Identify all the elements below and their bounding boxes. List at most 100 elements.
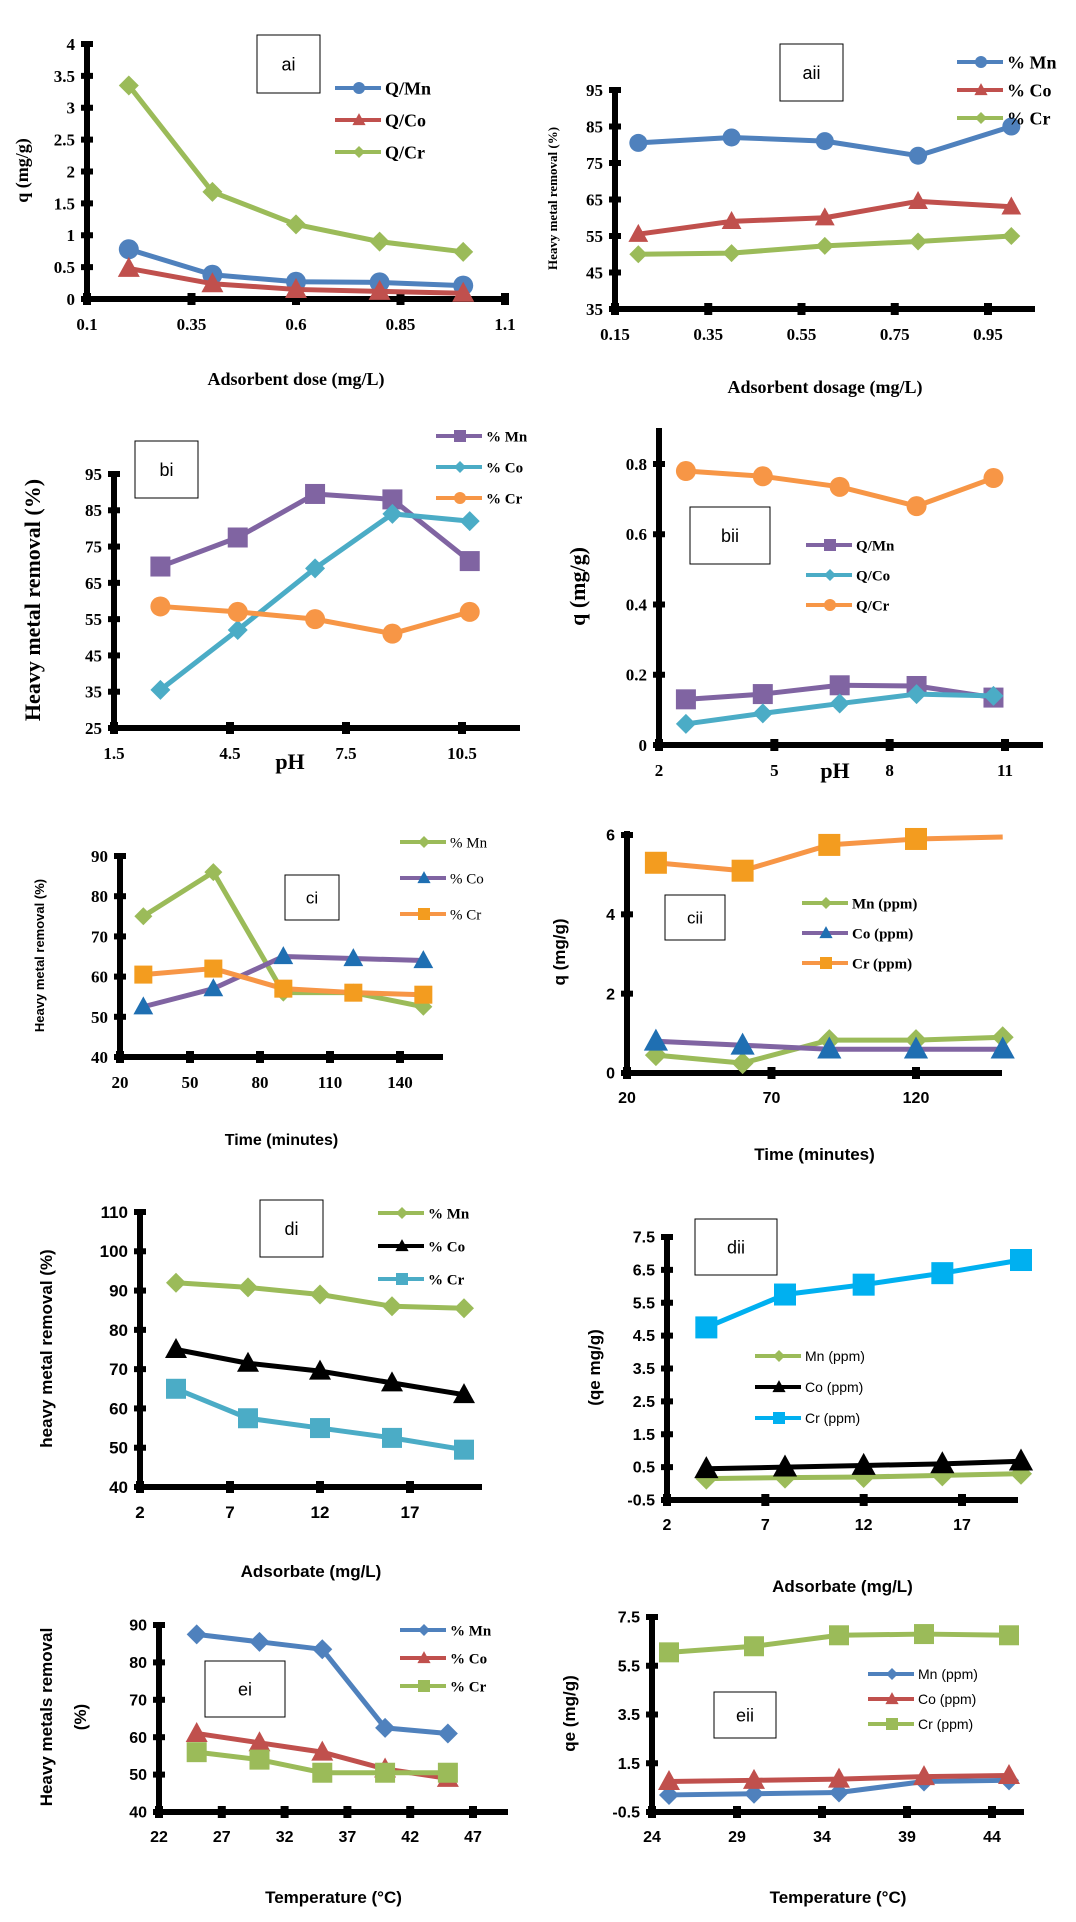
- data-point: [305, 609, 326, 630]
- data-point: [249, 1631, 270, 1652]
- legend: % Mn % Co % Cr: [436, 429, 528, 507]
- chart-ai: ai 0 0.5 1 1.5 2 2.5 3 3.5 4 0.1 0.35 0.6 0.85 1.1 Adso…: [12, 34, 516, 390]
- series-co: [165, 1338, 475, 1404]
- legend-item: Co (ppm): [802, 926, 913, 942]
- data-point: [659, 1642, 679, 1663]
- x-tick-mark: [226, 1481, 234, 1493]
- series-qco: [675, 684, 1004, 734]
- legend-item: % Co: [378, 1239, 465, 1255]
- data-point: [273, 946, 294, 965]
- data-point: [990, 1036, 1015, 1059]
- y-tick-mark: [653, 671, 665, 678]
- legend-item: Q/Co: [335, 110, 426, 130]
- x-tick-label: 2: [135, 1503, 144, 1522]
- data-point: [817, 1036, 842, 1059]
- y-tick-label: 0: [606, 1066, 615, 1083]
- x-tick-label: 7: [225, 1503, 234, 1522]
- y-tick-label: 7.5: [618, 1610, 640, 1627]
- x-axis-label: pH: [275, 749, 304, 774]
- y-tick-label: 50: [129, 1767, 147, 1784]
- y-tick-mark: [153, 1734, 165, 1741]
- data-point: [629, 133, 648, 152]
- series-qcr: [675, 461, 1004, 517]
- legend-label: Co (ppm): [918, 1691, 976, 1707]
- y-tick-label: 0.2: [626, 666, 647, 685]
- x-tick-mark: [761, 1494, 770, 1506]
- x-tick-mark: [396, 1051, 404, 1063]
- data-point: [815, 132, 834, 151]
- legend-label: Co (ppm): [852, 926, 913, 942]
- x-tick-mark: [623, 1067, 631, 1079]
- data-point: [752, 703, 773, 724]
- axes: 0 0.5 1 1.5 2 2.5 3 3.5 4 0.1 0.35 0.6 0.85 1.1: [54, 35, 516, 334]
- chart-bi: bi 25 35 45 55 65 75 85 95 1.5 4.5 7.5 10.5 pH Heavy m…: [20, 429, 528, 774]
- legend-label: % Co: [428, 1239, 465, 1255]
- data-point: [375, 1717, 396, 1738]
- y-axis-label: q (mg/g): [12, 138, 33, 203]
- data-point: [203, 978, 224, 997]
- x-axis-label: Time (minutes): [754, 1145, 875, 1164]
- x-tick-mark: [767, 1067, 776, 1079]
- data-point: [906, 496, 927, 517]
- y-tick-mark: [114, 933, 126, 940]
- y-tick-label: 0: [67, 290, 76, 309]
- y-tick-mark: [609, 269, 621, 276]
- data-point: [1010, 1249, 1032, 1272]
- axes: -0.5 1.5 3.5 5.5 7.5 24 29 34 39 44: [612, 1610, 1024, 1846]
- legend: Q/Mn Q/Co Q/Cr: [335, 78, 431, 162]
- data-point: [913, 1765, 935, 1786]
- legend-marker: [418, 908, 430, 920]
- y-tick-mark: [108, 688, 120, 695]
- data-point: [629, 245, 648, 264]
- data-point: [905, 827, 927, 850]
- x-tick-mark: [704, 303, 713, 315]
- x-axis-label: Adsorbent dose (mg/L): [207, 369, 384, 390]
- data-point: [829, 1625, 849, 1646]
- panel-label: ai: [281, 54, 295, 74]
- legend-label: Cr (ppm): [805, 1410, 860, 1426]
- y-tick-label: 0.5: [633, 1460, 655, 1477]
- series-line: [159, 491, 472, 569]
- x-tick-label: 44: [983, 1829, 1001, 1846]
- x-axis-label: Adsorbent dosage (mg/L): [727, 377, 922, 398]
- y-tick-mark: [661, 1365, 673, 1372]
- legend-label: % Mn: [428, 1206, 470, 1222]
- x-tick-label: 110: [318, 1073, 343, 1092]
- axes: 40 50 60 70 80 90 20 50 80 110 140: [91, 847, 443, 1092]
- chart-eii: eii -0.5 1.5 3.5 5.5 7.5 24 29 34 39 44 Temperature…: [560, 1610, 1024, 1907]
- legend-label: Q/Co: [856, 568, 890, 584]
- data-point: [382, 1296, 402, 1317]
- legend-label: % Cr: [428, 1272, 465, 1288]
- legend-marker: [820, 897, 832, 909]
- data-point: [818, 833, 841, 856]
- y-tick-label: 50: [91, 1008, 108, 1027]
- y-tick-label: 3.5: [54, 67, 75, 86]
- x-tick-mark: [611, 303, 619, 315]
- y-tick-label: 70: [129, 1692, 147, 1709]
- legend-marker: [773, 1412, 785, 1424]
- data-point: [368, 279, 391, 300]
- data-point: [914, 1624, 934, 1645]
- y-tick-label: 1.5: [633, 1427, 655, 1444]
- legend-item: Co (ppm): [755, 1379, 863, 1395]
- panel-label-box: [694, 1218, 778, 1276]
- axes: 0 0.2 0.4 0.6 0.8 2 5 8 11: [626, 428, 1043, 780]
- y-tick-mark: [153, 1659, 165, 1666]
- y-tick-mark: [653, 531, 665, 538]
- data-point: [375, 1762, 396, 1783]
- x-tick-mark: [912, 1067, 920, 1079]
- data-point: [453, 1383, 475, 1404]
- y-tick-label: 100: [100, 1242, 128, 1261]
- data-point: [454, 1439, 474, 1460]
- x-tick-label: 17: [401, 1503, 420, 1522]
- legend-label: % Co: [486, 460, 523, 476]
- chart-di: di 40 50 60 70 80 90 100 110 2 7 12 17 Adsorbate (mg/…: [37, 1199, 482, 1581]
- x-tick-label: 0.35: [693, 325, 723, 344]
- legend: % Mn % Co % Cr: [400, 835, 488, 923]
- data-point: [695, 1316, 718, 1339]
- data-point: [1001, 196, 1022, 215]
- data-point: [248, 1731, 271, 1752]
- y-tick-label: 80: [109, 1321, 128, 1340]
- y-tick-mark: [609, 160, 621, 166]
